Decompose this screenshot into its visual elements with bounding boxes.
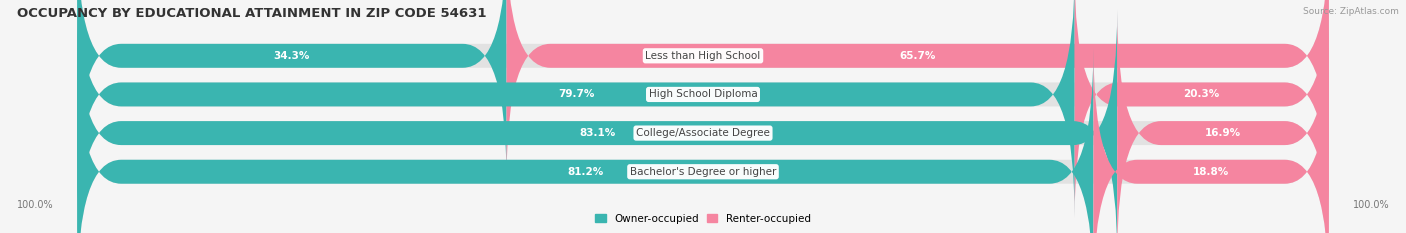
Text: High School Diploma: High School Diploma <box>648 89 758 99</box>
FancyBboxPatch shape <box>77 0 1329 179</box>
FancyBboxPatch shape <box>77 0 1329 218</box>
Text: 100.0%: 100.0% <box>1353 200 1389 210</box>
Text: 79.7%: 79.7% <box>558 89 595 99</box>
FancyBboxPatch shape <box>77 0 506 179</box>
Text: 81.2%: 81.2% <box>567 167 603 177</box>
Text: Less than High School: Less than High School <box>645 51 761 61</box>
Legend: Owner-occupied, Renter-occupied: Owner-occupied, Renter-occupied <box>591 209 815 228</box>
FancyBboxPatch shape <box>77 10 1329 233</box>
Text: 100.0%: 100.0% <box>17 200 53 210</box>
FancyBboxPatch shape <box>506 0 1329 179</box>
Text: Bachelor's Degree or higher: Bachelor's Degree or higher <box>630 167 776 177</box>
FancyBboxPatch shape <box>77 0 1074 218</box>
FancyBboxPatch shape <box>77 48 1329 233</box>
Text: 83.1%: 83.1% <box>579 128 616 138</box>
Text: 18.8%: 18.8% <box>1192 167 1229 177</box>
Text: OCCUPANCY BY EDUCATIONAL ATTAINMENT IN ZIP CODE 54631: OCCUPANCY BY EDUCATIONAL ATTAINMENT IN Z… <box>17 7 486 20</box>
Text: 34.3%: 34.3% <box>274 51 311 61</box>
FancyBboxPatch shape <box>1094 48 1329 233</box>
Text: 65.7%: 65.7% <box>900 51 936 61</box>
Text: 16.9%: 16.9% <box>1205 128 1241 138</box>
FancyBboxPatch shape <box>1074 0 1329 218</box>
FancyBboxPatch shape <box>1118 10 1329 233</box>
Text: College/Associate Degree: College/Associate Degree <box>636 128 770 138</box>
Text: Source: ZipAtlas.com: Source: ZipAtlas.com <box>1303 7 1399 16</box>
FancyBboxPatch shape <box>77 10 1118 233</box>
FancyBboxPatch shape <box>77 48 1094 233</box>
Text: 20.3%: 20.3% <box>1184 89 1220 99</box>
